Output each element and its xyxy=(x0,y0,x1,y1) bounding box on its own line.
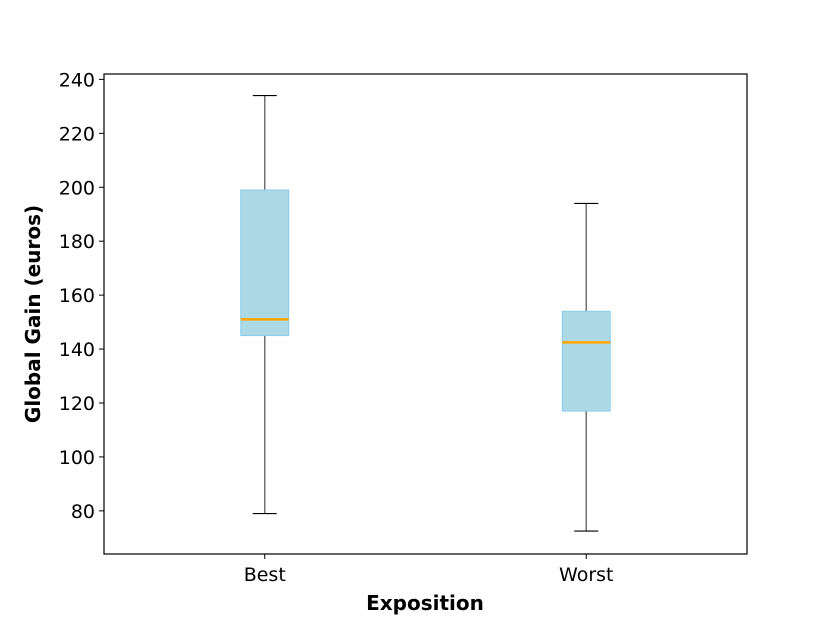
y-tick-label: 100 xyxy=(59,447,95,469)
box xyxy=(561,310,611,412)
y-tick-label: 160 xyxy=(59,285,95,307)
y-axis-label: Global Gain (euros) xyxy=(21,205,45,423)
x-axis-label: Exposition xyxy=(366,591,484,615)
y-tick-label: 200 xyxy=(59,177,95,199)
y-tick-label: 120 xyxy=(59,393,95,415)
plot-frame xyxy=(103,73,748,555)
box xyxy=(240,189,290,337)
y-tick-label: 180 xyxy=(59,231,95,253)
y-tick-label: 240 xyxy=(59,69,95,91)
y-tick-label: 140 xyxy=(59,339,95,361)
y-tick-label: 80 xyxy=(71,501,95,523)
x-tick-label: Worst xyxy=(559,564,613,586)
y-tick-label: 220 xyxy=(59,123,95,145)
x-tick-label: Best xyxy=(244,564,286,586)
